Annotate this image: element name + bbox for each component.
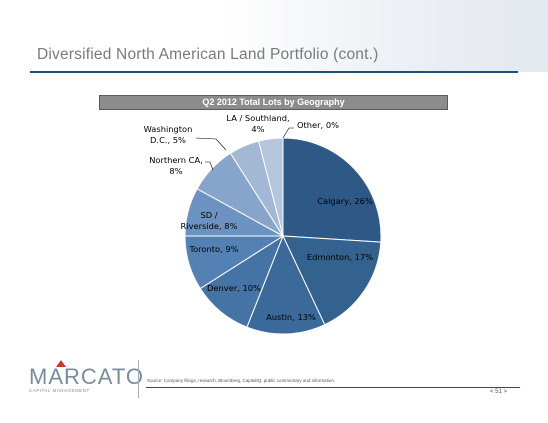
slice-label: Austin, 13% [266,312,316,322]
logo-arrow-icon [56,360,66,367]
chart-title: Q2 2012 Total Lots by Geography [99,95,448,110]
slice-label: Edmonton, 17% [307,252,373,262]
slice-label: Calgary, 26% [317,196,373,206]
page-title: Diversified North American Land Portfoli… [37,46,379,63]
pie-slice-la-southland [258,137,284,237]
slice-label: Northern CA, 8% [149,155,203,176]
header-band [0,0,548,72]
footer-rule [146,387,520,388]
leader-line [195,137,227,151]
slice-label: Washington D.C., 5% [144,124,193,145]
marcato-logo: MARCATO [29,364,144,389]
pie-slice-austin [246,234,326,335]
pie-slice-calgary [282,137,382,243]
footer-divider [138,360,139,398]
title-rule [30,71,518,73]
logo-subtitle: CAPITAL MANAGEMENT [29,388,90,393]
leader-line [282,127,294,139]
page-number: < 51 > [490,389,508,395]
slice-label: Toronto, 9% [188,244,238,254]
slice-label: Denver, 10% [207,283,261,293]
leader-line [205,161,214,171]
source-note: Source: Company filings, research, Bloom… [147,378,336,383]
slice-label: LA / Southland, 4% [226,113,289,134]
pie-slice-edmonton [282,235,382,326]
slice-label: Other, 0% [297,120,339,130]
slice-label: SD / Riverside, 8% [181,210,238,231]
